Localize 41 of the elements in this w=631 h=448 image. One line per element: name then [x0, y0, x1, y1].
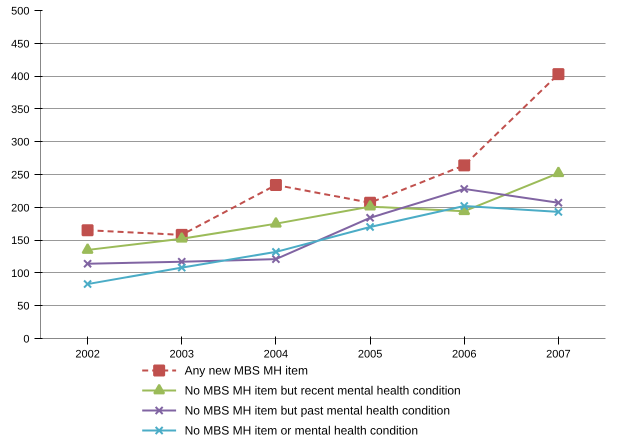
y-tick-label: 0	[23, 334, 30, 346]
point	[176, 232, 188, 243]
point	[460, 184, 469, 194]
point	[366, 222, 375, 232]
point	[271, 247, 280, 256]
legend-label: No MBS MH item but recent mental health condition	[184, 384, 461, 398]
x-tick-label: 2003	[170, 348, 194, 360]
point	[554, 207, 563, 216]
y-tick-label: 50	[17, 300, 30, 313]
y-tick-label: 350	[11, 104, 30, 116]
y-tick-label: 100	[11, 268, 30, 280]
y-tick-label: 450	[11, 38, 30, 50]
point	[270, 178, 282, 191]
point	[270, 216, 282, 228]
x-tick-label: 2005	[358, 348, 382, 360]
y-tick-label: 300	[11, 136, 30, 149]
legend-label: No MBS MH item or mental health condition	[184, 424, 418, 438]
point	[458, 159, 470, 172]
x-tick-label: 2002	[75, 348, 100, 360]
point	[177, 263, 186, 272]
y-tick-label: 250	[11, 170, 30, 182]
point	[83, 280, 92, 289]
point	[554, 198, 563, 208]
point	[83, 259, 92, 268]
legend-label: Any new MBS MH item	[184, 364, 308, 378]
x-tick-label: 2004	[264, 348, 288, 360]
x-tick-label: 2006	[452, 348, 476, 360]
point	[82, 243, 94, 254]
point	[364, 200, 376, 211]
x-tick-label: 2007	[546, 348, 571, 360]
point	[552, 166, 564, 178]
point	[366, 213, 375, 222]
y-tick-label: 200	[11, 202, 30, 214]
legend-label: No MBS MH item but past mental health condition	[184, 404, 450, 418]
y-tick-label: 500	[11, 6, 30, 18]
point	[271, 254, 280, 264]
point	[82, 224, 94, 236]
point	[460, 201, 469, 211]
y-tick-label: 400	[11, 71, 30, 84]
y-tick-label: 150	[11, 235, 30, 248]
point	[552, 68, 564, 80]
